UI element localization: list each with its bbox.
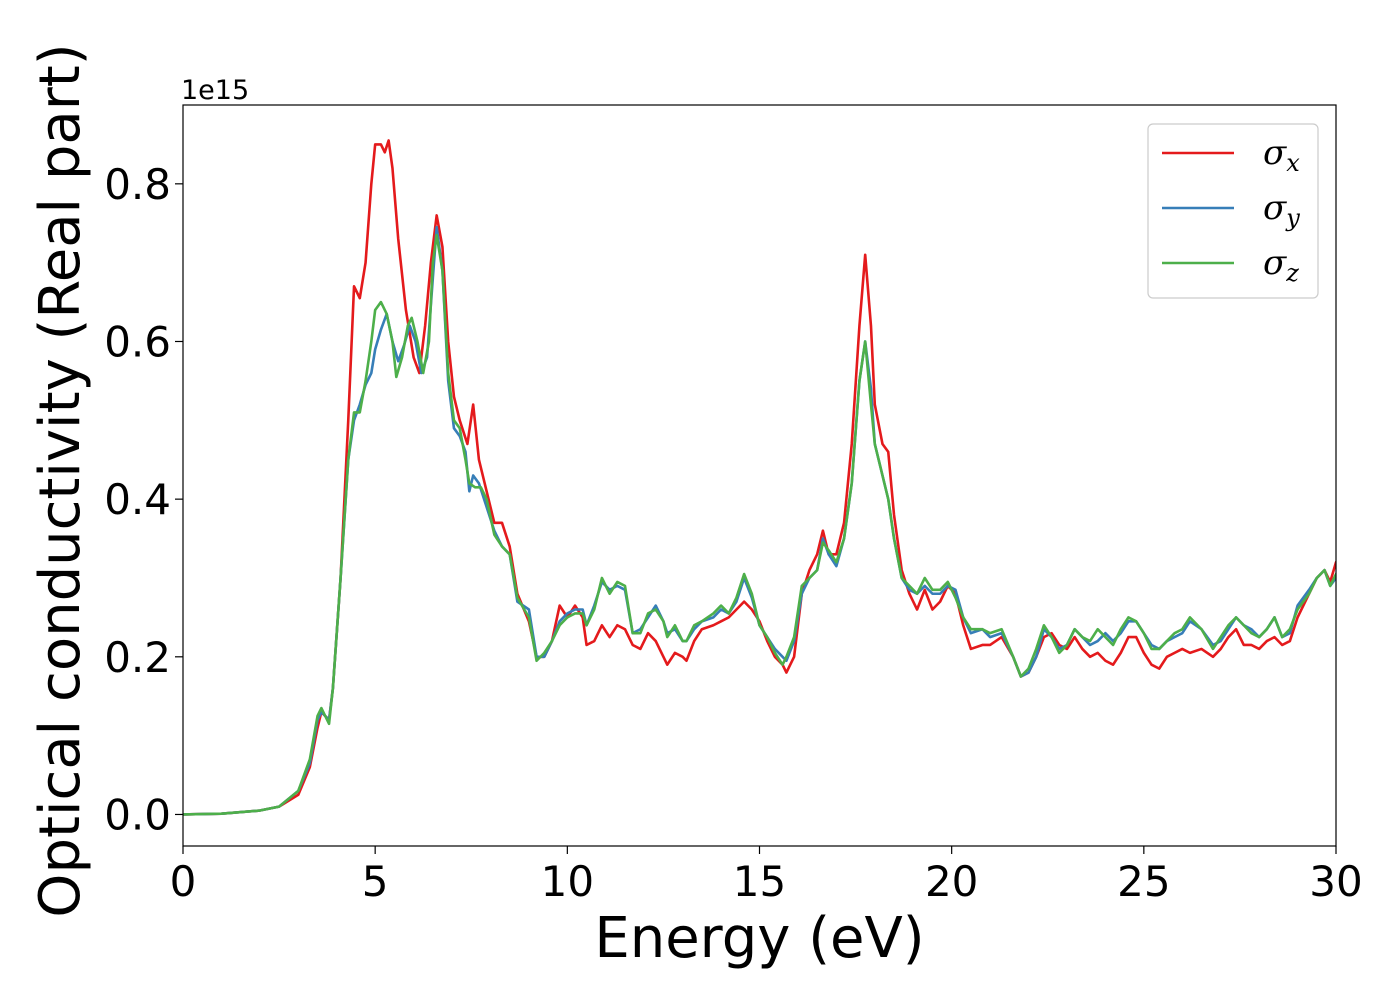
x-tick-label: 15 — [733, 857, 786, 906]
y-tick-label: 0.2 — [104, 633, 171, 682]
legend-label-x: σx — [1263, 133, 1300, 177]
x-tick-label: 10 — [541, 857, 594, 906]
y-tick-label: 0.8 — [104, 160, 171, 209]
y-tick-label: 0.4 — [104, 475, 171, 524]
x-tick-label: 25 — [1117, 857, 1170, 906]
y-axis: 0.0 0.2 0.4 0.6 0.8 — [104, 160, 183, 839]
y-offset-label: 1e15 — [181, 75, 249, 106]
plot-area — [182, 104, 1337, 847]
legend-frame — [1147, 123, 1319, 299]
x-tick-label: 5 — [362, 857, 389, 906]
y-tick-label: 0.0 — [104, 790, 171, 839]
legend: σx σy σz — [1147, 123, 1319, 299]
series-line-z — [183, 233, 1336, 816]
x-tick-label: 20 — [925, 857, 978, 906]
series-layer — [183, 139, 1336, 816]
legend-label-y: σy — [1263, 188, 1300, 232]
x-tick-label: 0 — [170, 857, 197, 906]
x-axis-label: Energy (eV) — [594, 906, 924, 971]
x-tick-label: 30 — [1309, 857, 1362, 906]
y-tick-label: 0.6 — [104, 317, 171, 366]
legend-label-z: σz — [1263, 243, 1299, 287]
x-axis: 0 5 10 15 20 25 30 — [170, 846, 1363, 906]
y-axis-label: Optical conductivity (Real part) — [28, 43, 93, 917]
